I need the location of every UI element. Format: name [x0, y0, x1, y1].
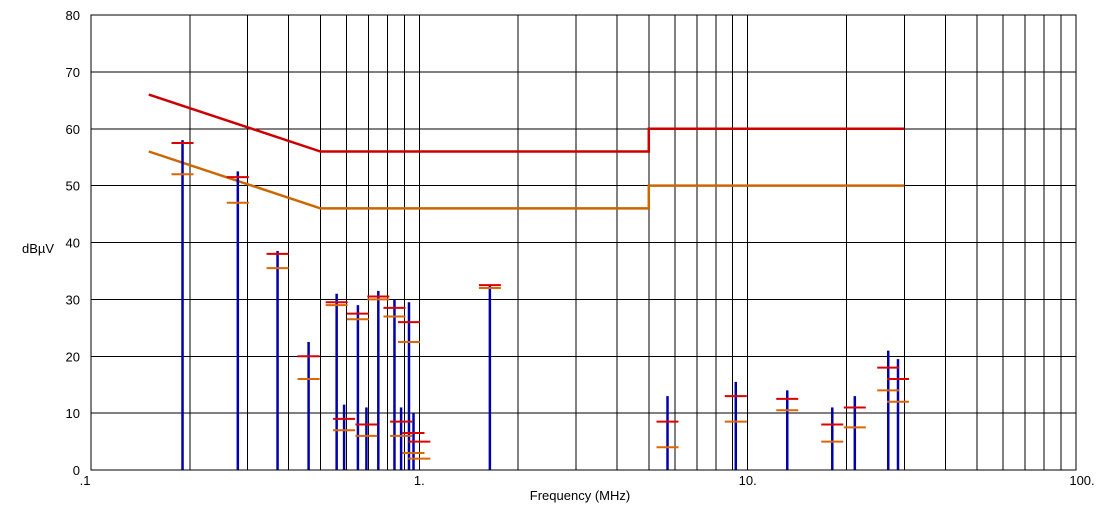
y-tick-label: 50 [66, 179, 80, 194]
plot-frame [90, 14, 1077, 471]
y-tick-label: 0 [73, 463, 80, 478]
x-tick-label: 100. [1069, 473, 1094, 488]
y-tick-labels: 0 10 20 30 40 50 60 70 80 [66, 8, 80, 478]
x-axis-label: Frequency (MHz) [530, 488, 630, 503]
y-tick-label: 10 [66, 406, 80, 421]
peak-series [181, 140, 900, 470]
y-tick-label: 30 [66, 292, 80, 307]
y-axis-label: dBµV [22, 241, 54, 256]
y-tick-label: 60 [66, 122, 80, 137]
marker-series [171, 141, 910, 460]
x-tick-label: .1 [80, 473, 91, 488]
x-tick-label: 1. [414, 473, 425, 488]
quasi-peak-limit-line [148, 93, 905, 153]
y-tick-label: 70 [66, 65, 80, 80]
y-tick-label: 20 [66, 349, 80, 364]
average-limit-line [148, 150, 905, 210]
x-tick-label: 10. [739, 473, 757, 488]
y-tick-label: 40 [66, 236, 80, 251]
limit-lines [148, 93, 905, 210]
y-tick-label: 80 [66, 8, 80, 23]
x-tick-labels: .1 1. 10. 100. [80, 473, 1095, 488]
